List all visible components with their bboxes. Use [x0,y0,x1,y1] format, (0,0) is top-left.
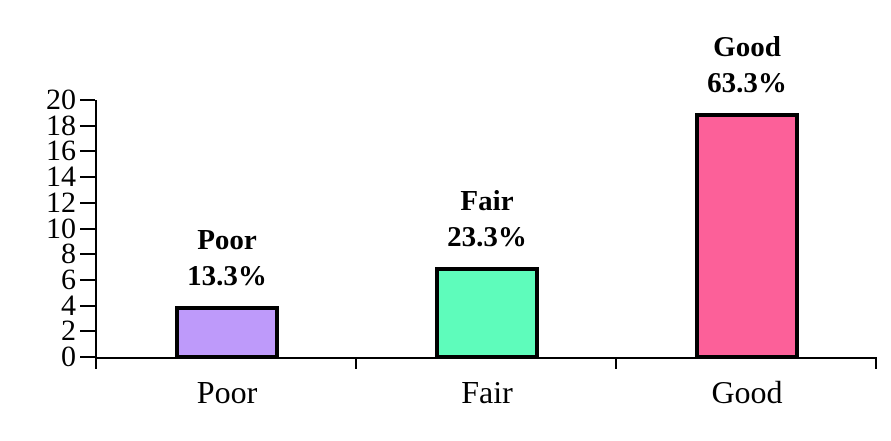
y-axis-tick-label: 10 [46,211,76,245]
bar-data-label: Poor 13.3% [117,222,337,294]
y-axis-tick-label: 4 [61,288,76,322]
bar-percent-label: 23.3% [447,221,527,254]
x-axis-tick [615,357,617,369]
y-axis-tick [80,356,95,358]
bar-percent-label: 13.3% [187,259,267,292]
x-axis-category-label: Good [711,374,783,410]
y-axis-tick [80,253,95,256]
y-axis-tick-label: 16 [46,134,76,168]
y-axis-tick-label: 20 [46,83,76,116]
bar-data-label: Fair 23.3% [377,183,597,255]
y-axis-tick-label: 2 [61,314,76,348]
y-axis-tick-label: 6 [61,262,76,296]
bar-name-label: Fair [460,185,514,218]
bar-good[interactable] [695,112,799,359]
y-axis-tick-label: 8 [61,237,76,271]
x-axis-tick [95,357,97,369]
y-axis-tick [80,150,95,153]
y-axis-tick [80,330,95,333]
y-axis-tick [80,201,95,204]
y-axis-tick [80,278,95,281]
y-axis-tick-label: 14 [46,160,76,194]
bar-data-label: Good 63.3% [637,29,857,101]
bar-name-label: Poor [197,223,257,256]
x-axis-tick [355,357,357,369]
y-axis-line [95,100,97,359]
y-axis-tick [80,124,95,127]
y-axis-tick [80,227,95,230]
y-axis-tick [80,176,95,179]
bar-percent-label: 63.3% [707,66,787,99]
y-axis-tick-label: 0 [61,340,76,373]
y-axis-tick [80,304,95,307]
x-axis-tick [875,357,877,369]
x-axis-category-label: Poor [196,374,258,410]
x-axis-category-label: Fair [461,374,513,410]
bar-fair[interactable] [435,267,539,359]
y-axis-tick [80,99,95,101]
y-axis-tick-label: 18 [46,108,76,142]
y-axis-tick-label: 12 [46,185,76,219]
bar-name-label: Good [713,30,781,63]
bar-poor[interactable] [175,305,279,359]
